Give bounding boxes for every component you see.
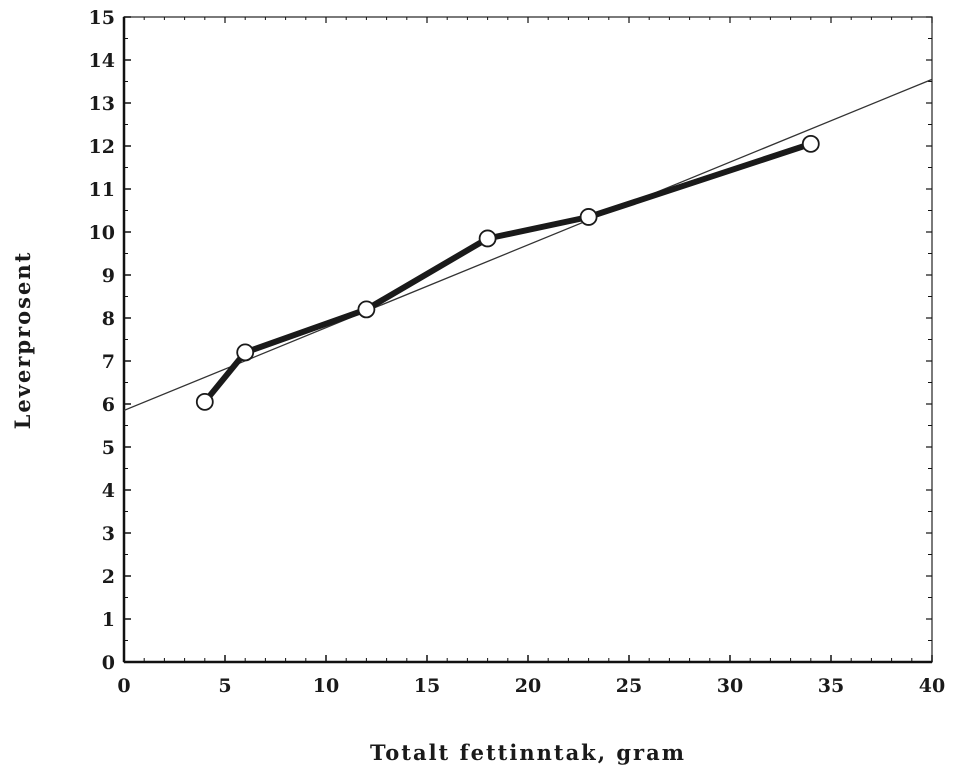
x-tick-label: 20 [515,675,541,697]
x-tick-label: 0 [117,675,130,697]
y-tick-label: 9 [102,265,115,287]
y-tick-label: 13 [89,93,115,115]
y-tick-label: 4 [102,480,115,502]
y-tick-label: 12 [89,136,115,158]
data-point [195,392,214,411]
y-tick-label: 8 [102,308,115,330]
x-tick-label: 25 [616,675,642,697]
data-point [579,208,598,226]
y-tick-label: 6 [102,394,115,416]
y-tick-label: 2 [102,566,115,588]
plot-frame [123,16,933,663]
x-tick-label: 10 [313,675,339,697]
x-tick-label: 30 [717,675,743,697]
x-tick-label: 40 [919,675,945,697]
x-tick-label: 35 [818,675,844,697]
data-point [478,229,497,248]
trendline [123,78,933,412]
y-tick-label: 10 [89,222,115,244]
y-tick-label: 15 [89,7,115,29]
y-tick-label: 5 [102,437,115,459]
y-tick-label: 1 [102,609,115,631]
y-tick-label: 3 [102,523,115,545]
y-axis-title: Leverprosent [10,251,35,430]
data-line [201,140,814,405]
x-tick-label: 5 [218,675,231,697]
series-layer [195,134,820,411]
y-tick-label: 14 [89,50,115,72]
data-point [357,300,376,319]
trendline-layer [123,78,933,412]
data-point [801,134,820,153]
y-tick-label: 0 [102,652,115,674]
x-tick-label: 15 [414,675,440,697]
y-tick-label: 7 [102,351,115,373]
x-axis-title: Totalt fettinntak, gram [370,740,686,765]
y-tick-label: 11 [89,179,115,201]
ticks-layer [123,16,933,663]
axes-layer [122,16,933,664]
data-point [236,343,255,362]
